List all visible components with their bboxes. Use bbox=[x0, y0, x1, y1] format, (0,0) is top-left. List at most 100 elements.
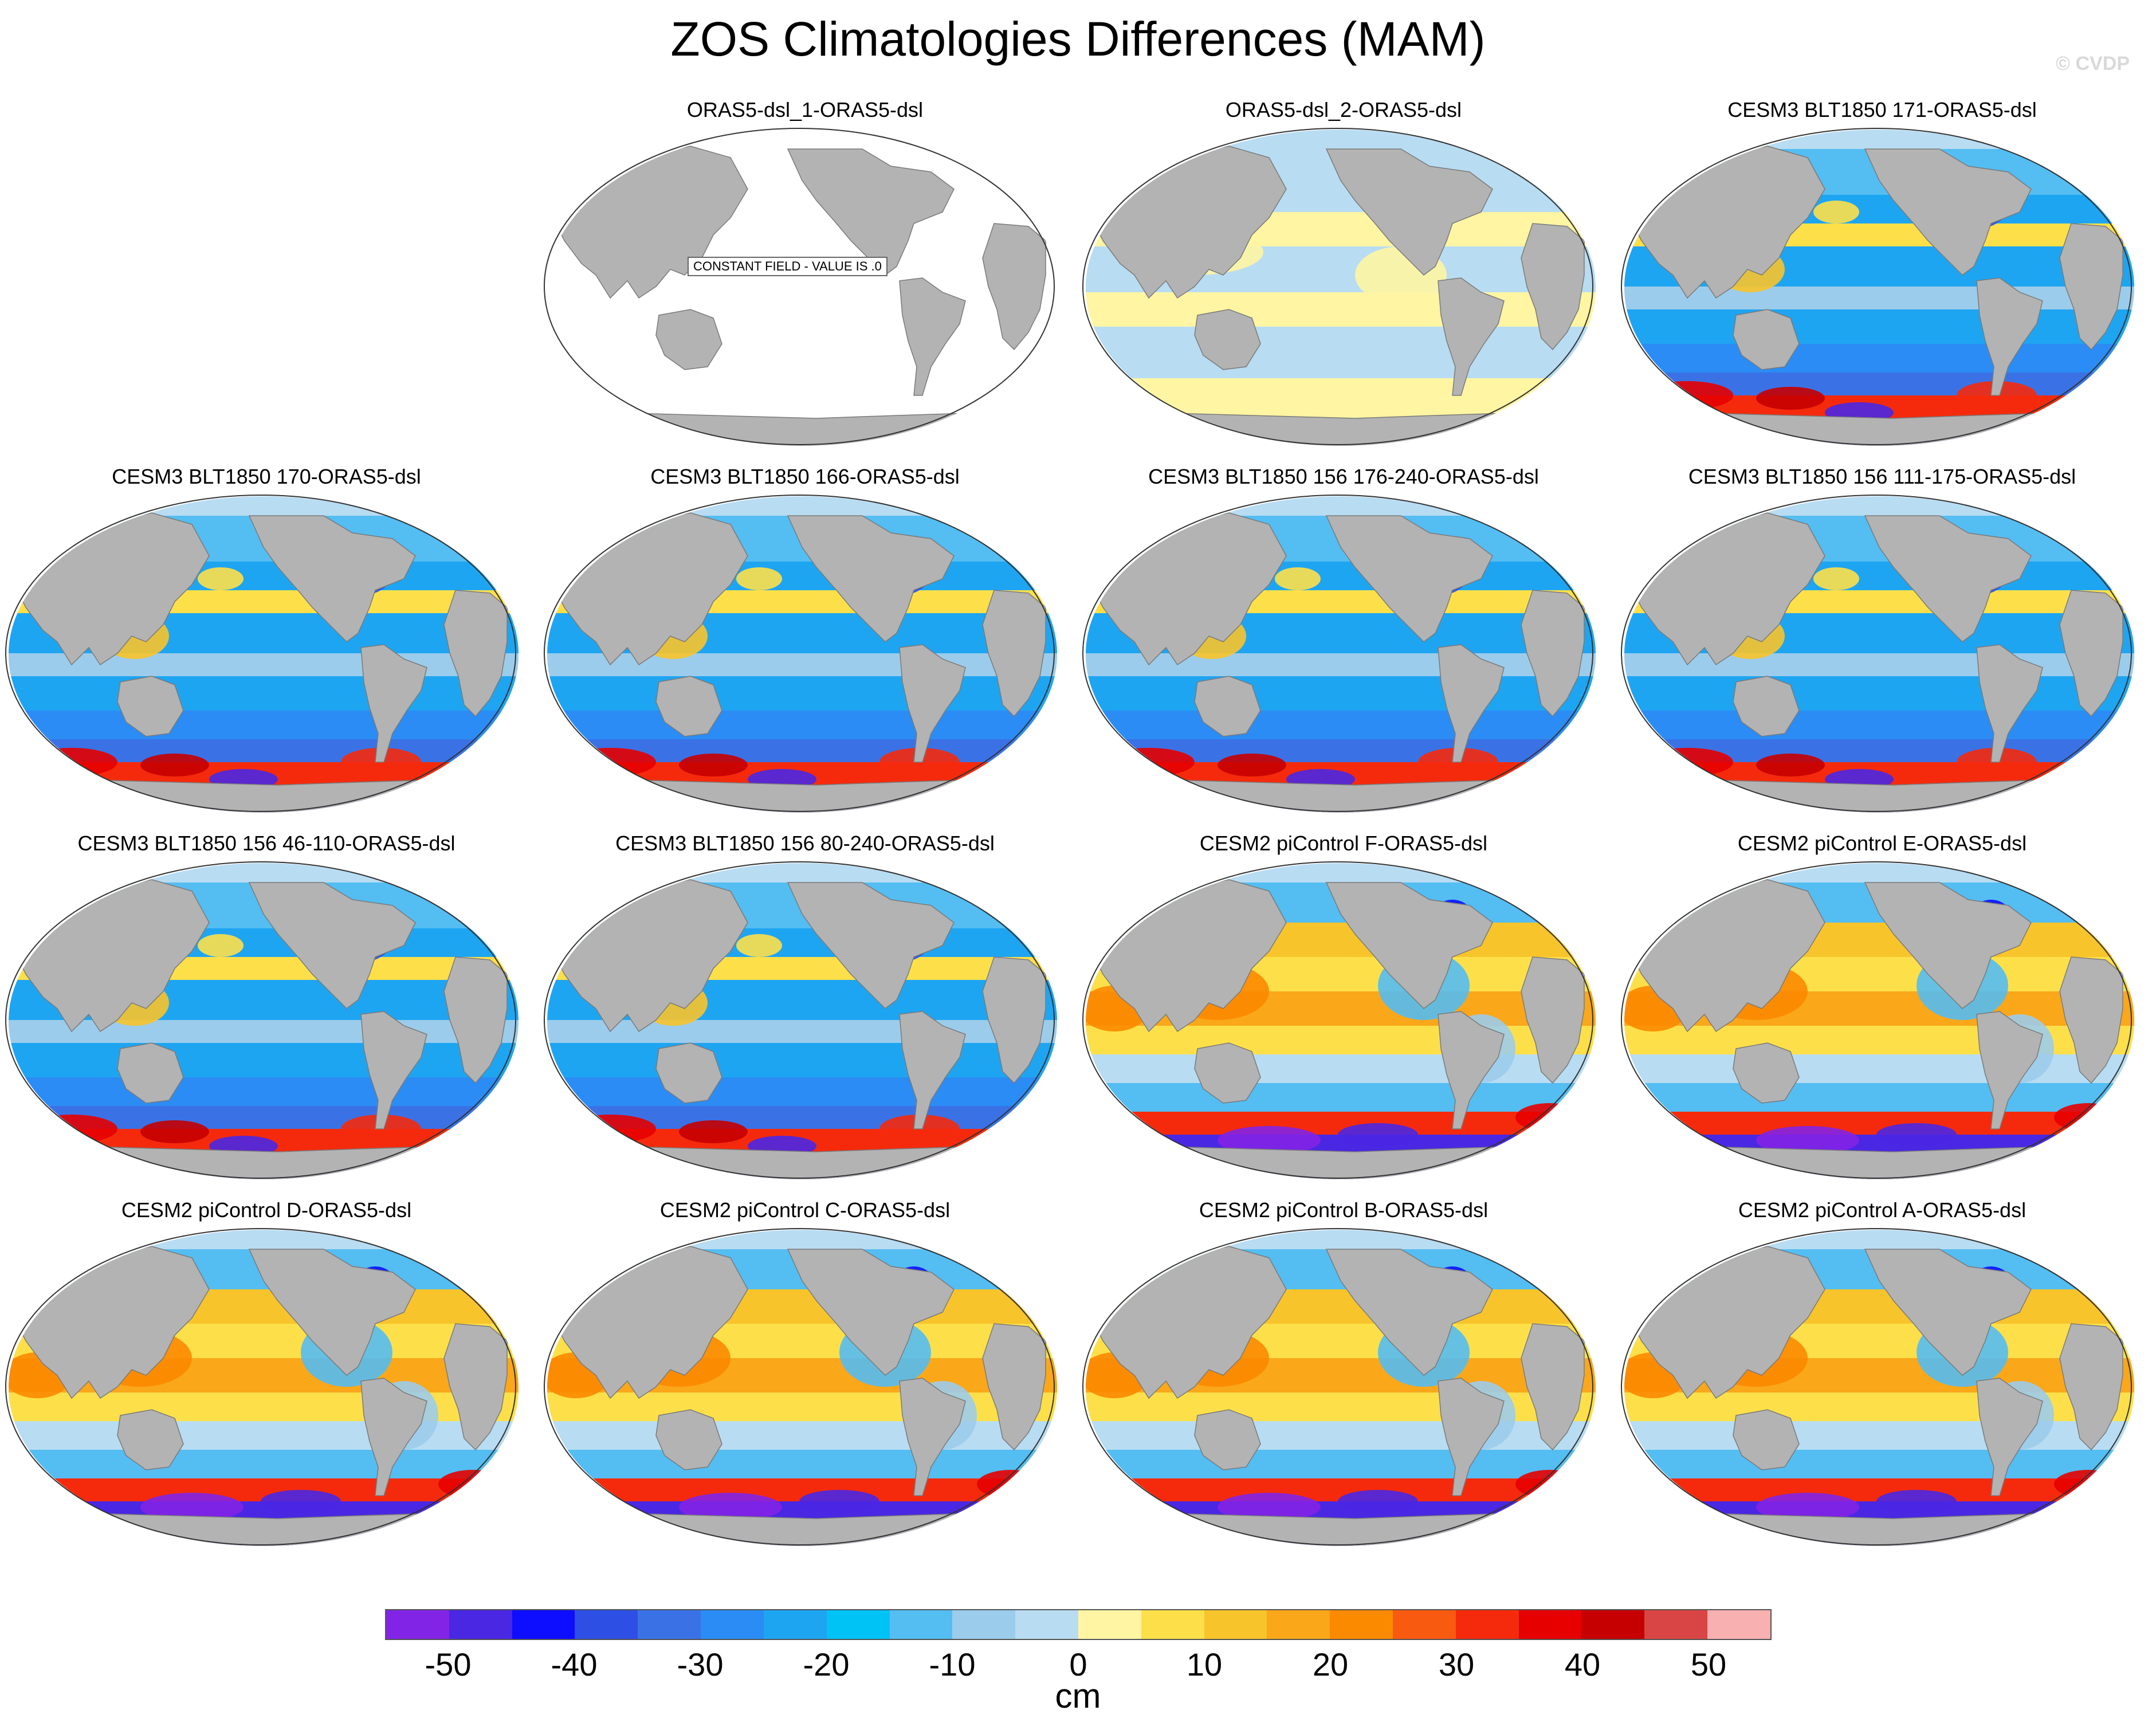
field-band bbox=[1624, 1450, 2134, 1478]
land-australia bbox=[655, 1042, 722, 1104]
land-australia bbox=[117, 1409, 184, 1470]
land-australia bbox=[1733, 1042, 1800, 1104]
land-antarctica bbox=[608, 1512, 990, 1546]
field-band bbox=[1086, 1421, 1596, 1450]
panel-title: CESM3 BLT1850 166-ORAS5-dsl bbox=[650, 465, 960, 488]
land-antarctica bbox=[1147, 412, 1529, 446]
panel-title: CESM2 piControl C-ORAS5-dsl bbox=[659, 1198, 951, 1222]
field-band bbox=[1086, 292, 1596, 327]
land-africa bbox=[2059, 956, 2123, 1084]
map-panel: CESM2 piControl E-ORAS5-dsl bbox=[1616, 831, 2149, 1192]
land-antarctica bbox=[608, 412, 990, 446]
field-anomaly bbox=[140, 1493, 244, 1521]
field-anomaly bbox=[1641, 381, 1733, 410]
map-border bbox=[1082, 128, 1593, 445]
field-band bbox=[1624, 309, 2134, 344]
map-border bbox=[5, 495, 516, 812]
global-map bbox=[1621, 1228, 2134, 1546]
land-australia bbox=[1194, 1409, 1261, 1470]
land-namerica bbox=[1864, 882, 2032, 1009]
land-samerica bbox=[899, 644, 966, 763]
map-panel: ORAS5-dsl_2-ORAS5-dsl bbox=[1077, 97, 1610, 458]
land-antarctica bbox=[70, 1146, 451, 1179]
map-panel: CESM2 piControl C-ORAS5-dsl bbox=[539, 1198, 1071, 1559]
map-panel: CESM3 BLT1850 171-ORAS5-dsl bbox=[1616, 97, 2149, 458]
global-map bbox=[1082, 495, 1596, 813]
field-band bbox=[547, 1077, 1057, 1106]
watermark: © CVDP bbox=[2056, 53, 2130, 74]
land-australia bbox=[1194, 676, 1261, 737]
land-africa bbox=[1521, 956, 1585, 1084]
field-band bbox=[1624, 711, 2134, 739]
colorbar-box bbox=[386, 1610, 449, 1639]
field-band bbox=[547, 1450, 1057, 1478]
colorbar-tick-label: 0 bbox=[1069, 1646, 1087, 1682]
land-antarctica bbox=[1147, 1512, 1529, 1546]
map-panel: CESM2 piControl D-ORAS5-dsl bbox=[0, 1198, 533, 1559]
colorbar-box bbox=[1015, 1610, 1078, 1639]
field-anomaly bbox=[26, 748, 117, 776]
map-panel: CESM3 BLT1850 156 46-110-ORAS5-dsl bbox=[0, 831, 533, 1192]
colorbar-tick-label: 10 bbox=[1186, 1646, 1223, 1682]
land-namerica bbox=[1325, 148, 1493, 276]
land-australia bbox=[655, 1409, 722, 1470]
field-band bbox=[1086, 1054, 1596, 1083]
field-anomaly bbox=[1756, 1126, 1859, 1155]
colorbar-tick-label: -50 bbox=[425, 1646, 472, 1682]
field-band bbox=[1624, 676, 2134, 711]
map-border bbox=[1621, 861, 2132, 1179]
field-anomaly bbox=[1218, 1126, 1321, 1155]
land-africa bbox=[982, 1323, 1046, 1451]
panel-title: CESM2 piControl B-ORAS5-dsl bbox=[1199, 1198, 1489, 1222]
land-africa bbox=[2059, 1323, 2123, 1451]
field-band bbox=[547, 1043, 1057, 1077]
land-samerica bbox=[1438, 277, 1505, 396]
field-anomaly bbox=[736, 934, 782, 957]
land-australia bbox=[655, 676, 722, 737]
colorbar bbox=[385, 1609, 1772, 1640]
map-border bbox=[1621, 128, 2132, 445]
field-band bbox=[9, 653, 519, 676]
field-anomaly bbox=[1876, 1123, 1957, 1146]
colorbar-box bbox=[952, 1610, 1016, 1639]
colorbar-box bbox=[1707, 1610, 1770, 1639]
field-band bbox=[9, 1020, 519, 1043]
land-antarctica bbox=[608, 1146, 990, 1179]
map-border bbox=[5, 1228, 516, 1545]
map-border bbox=[1621, 495, 2132, 812]
land-africa bbox=[1521, 590, 1585, 717]
colorbar-tick-label: 40 bbox=[1564, 1646, 1601, 1682]
field-anomaly bbox=[799, 1490, 879, 1513]
field-band bbox=[1086, 1392, 1596, 1421]
colorbar-box bbox=[1644, 1610, 1708, 1639]
land-africa bbox=[1521, 1323, 1585, 1451]
colorbar-box bbox=[1078, 1610, 1141, 1639]
field-band bbox=[1624, 1083, 2134, 1112]
land-namerica bbox=[1864, 515, 2032, 642]
field-anomaly bbox=[1876, 1490, 1957, 1513]
map-panel: CESM3 BLT1850 170-ORAS5-dsl bbox=[0, 464, 533, 825]
panel-title: CESM2 piControl E-ORAS5-dsl bbox=[1737, 831, 2027, 855]
field-band bbox=[9, 1450, 519, 1478]
field-anomaly bbox=[1275, 567, 1321, 590]
field-band bbox=[547, 1392, 1057, 1421]
field-band bbox=[547, 1020, 1057, 1043]
panel-title: CESM2 piControl D-ORAS5-dsl bbox=[121, 1198, 412, 1222]
colorbar-box bbox=[1581, 1610, 1645, 1639]
field-anomaly bbox=[1338, 1490, 1418, 1513]
land-samerica bbox=[1976, 644, 2043, 763]
land-samerica bbox=[1976, 1378, 2043, 1496]
colorbar-tick-labels: -50 -40 -30 -20 -10 0 10 20 30 40 50 bbox=[0, 1645, 2156, 1685]
land-namerica bbox=[787, 1249, 955, 1376]
map-border bbox=[1621, 1228, 2132, 1545]
field-band bbox=[1624, 1392, 2134, 1421]
colorbar-tick-label: -40 bbox=[551, 1646, 598, 1682]
field-anomaly bbox=[1813, 201, 1859, 223]
land-antarctica bbox=[1147, 1146, 1529, 1179]
global-map bbox=[5, 861, 519, 1179]
field-anomaly bbox=[1641, 748, 1733, 776]
field-band bbox=[1624, 1054, 2134, 1083]
land-samerica bbox=[360, 1011, 427, 1129]
land-africa bbox=[982, 956, 1046, 1084]
land-antarctica bbox=[1686, 1512, 2067, 1546]
